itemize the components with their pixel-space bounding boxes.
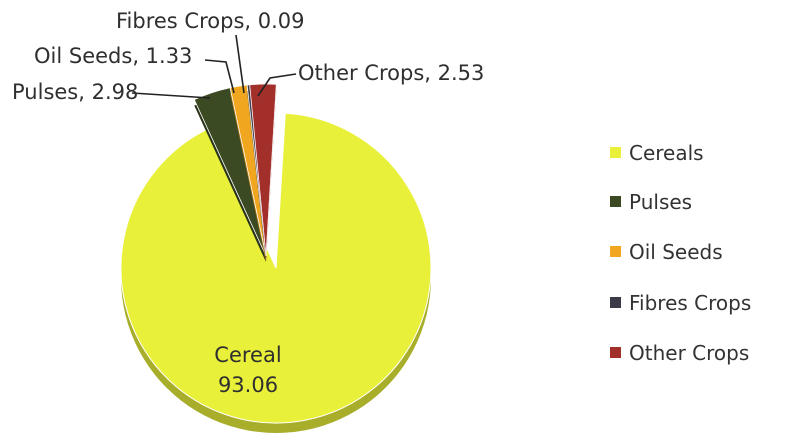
pie-slice-oil-seeds-side [230, 91, 266, 262]
legend-label-cereals: Cereals [629, 141, 704, 165]
pie-slice-other-crops [249, 83, 277, 257]
legend: Cereals Pulses Oil Seeds Fibres Crops Ot… [610, 141, 751, 365]
data-label-other-crops: Other Crops, 2.53 [298, 61, 484, 85]
data-label-fibres-crops: Fibres Crops, 0.09 [116, 9, 305, 33]
legend-swatch-oil-seeds [610, 246, 621, 257]
legend-swatch-fibres-crops [610, 297, 621, 308]
leader-line-other-crops [257, 73, 297, 97]
pie-slice-cereals [120, 112, 432, 424]
leader-line-fibres-crops [235, 34, 245, 94]
legend-swatch-other-crops [610, 347, 621, 358]
data-label-pulses: Pulses, 2.98 [12, 80, 138, 104]
data-label-oil-seeds: Oil Seeds, 1.33 [34, 44, 192, 68]
leader-lines-layer [131, 34, 297, 99]
legend-label-pulses: Pulses [629, 190, 692, 214]
slices-layer [120, 83, 432, 433]
legend-label-other-crops: Other Crops [629, 341, 749, 365]
data-label-cereal-name: Cereal [214, 343, 281, 367]
data-label-cereal-value: 93.06 [218, 373, 278, 397]
legend-swatch-pulses [610, 196, 621, 207]
pie-slice-fibres-crops-side [247, 90, 266, 262]
leader-line-pulses [131, 92, 211, 99]
legend-label-oil-seeds: Oil Seeds [629, 240, 723, 264]
legend-swatch-cereals [610, 147, 621, 158]
legend-label-fibres-crops: Fibres Crops [629, 291, 751, 315]
leader-line-oil-seeds [204, 59, 235, 94]
